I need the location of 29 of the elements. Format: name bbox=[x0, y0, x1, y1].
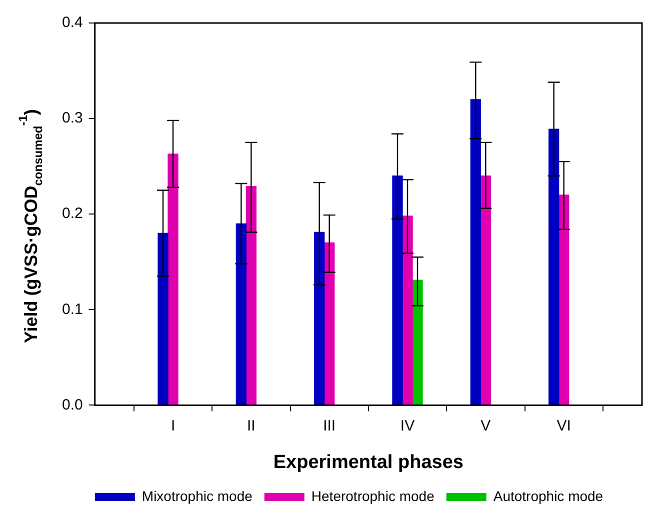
bar bbox=[324, 242, 335, 406]
bar bbox=[392, 176, 403, 406]
bar bbox=[314, 232, 325, 406]
y-tick-label: 0.0 bbox=[62, 396, 83, 414]
bar bbox=[168, 154, 178, 406]
bar bbox=[470, 99, 481, 406]
bar bbox=[236, 223, 247, 406]
bar bbox=[402, 216, 413, 406]
x-tick-label: I bbox=[170, 417, 176, 434]
y-tick-label: 0.3 bbox=[62, 110, 83, 127]
x-tick-label: II bbox=[247, 417, 256, 434]
bar bbox=[558, 194, 570, 406]
legend-label: Autotrophic mode bbox=[493, 488, 604, 504]
bar bbox=[548, 128, 560, 406]
legend-label: Mixotrophic mode bbox=[142, 488, 253, 504]
x-tick-label: IV bbox=[400, 417, 415, 434]
bar bbox=[246, 186, 257, 406]
x-axis-title: Experimental phases bbox=[273, 452, 464, 473]
x-tick-label: V bbox=[480, 417, 491, 434]
x-tick-label: VI bbox=[556, 417, 571, 434]
y-tick-label: 0.4 bbox=[62, 14, 83, 32]
bar bbox=[158, 232, 168, 406]
legend-label: Heterotrophic mode bbox=[311, 488, 435, 504]
bar bbox=[480, 176, 491, 406]
y-tick-label: 0.2 bbox=[62, 205, 83, 222]
x-tick-label: III bbox=[323, 417, 336, 434]
y-tick-label: 0.1 bbox=[62, 300, 83, 318]
y-axis-title: Yield (gVSS·gCODconsumed-1) bbox=[16, 109, 45, 344]
bar bbox=[412, 280, 423, 406]
